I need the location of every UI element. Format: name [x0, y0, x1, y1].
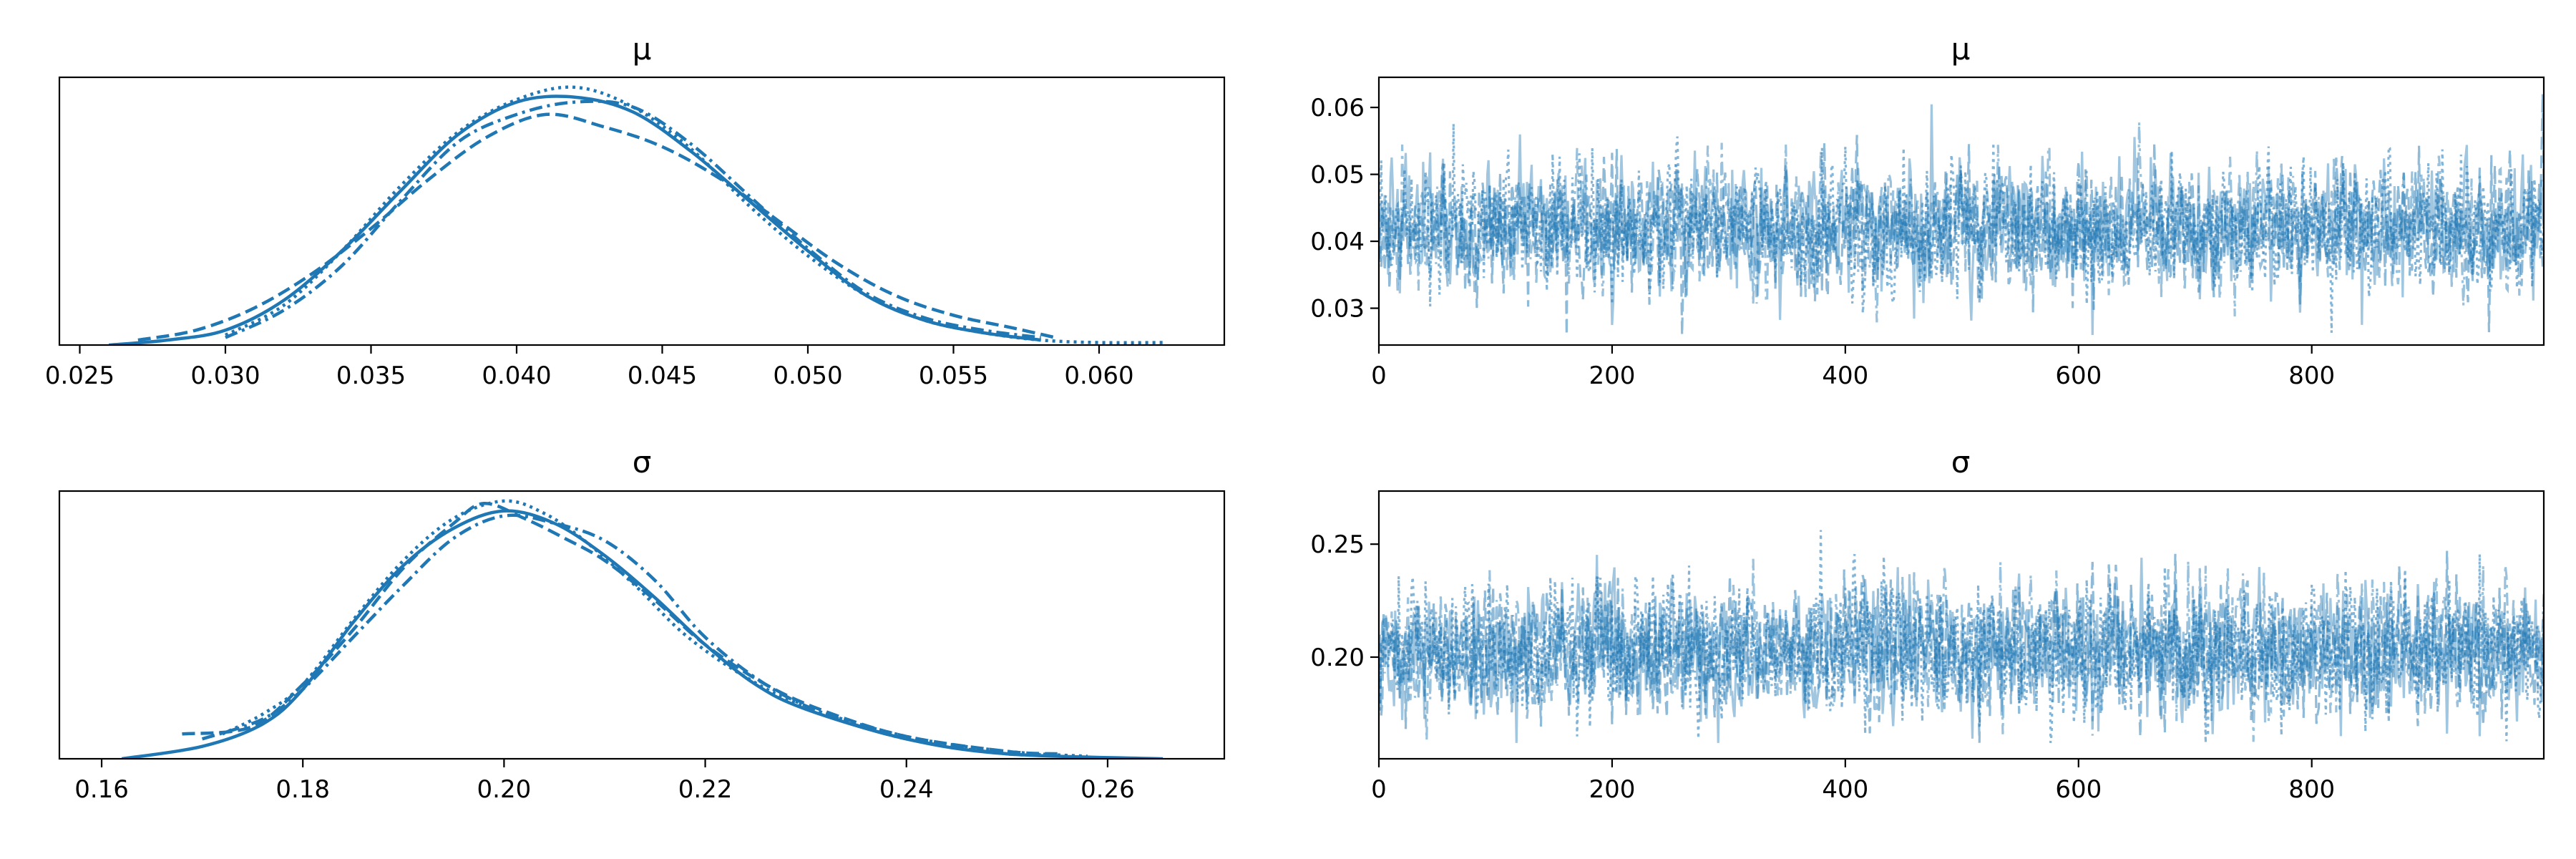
mu-density-series-dashed [137, 112, 1056, 342]
sigma-trace-x-tick-label: 200 [1589, 775, 1635, 804]
sigma-density-panel: σ 0.16 0.18 0.20 0.22 0.24 0.26 [58, 445, 1226, 804]
mu-density-x-tick-label: 0.050 [773, 361, 842, 390]
mu-density-series-dashdot [225, 100, 1041, 339]
mu-density-series-solid [109, 94, 1041, 345]
mu-trace-y-tick-label: 0.05 [1310, 161, 1365, 190]
sigma-trace-chain-dotted [1379, 530, 2544, 744]
sigma-density-x-tick-label: 0.26 [1080, 775, 1135, 804]
sigma-density-x-tick-label: 0.20 [477, 775, 532, 804]
mu-density-x-tick-label: 0.030 [190, 361, 260, 390]
sigma-trace-x-tick-label: 0 [1371, 775, 1387, 804]
mu-trace-chain-dashdot [1379, 122, 2544, 323]
sigma-density-series-dashdot [201, 513, 1058, 757]
mu-trace-chain-dotted [1379, 123, 2544, 333]
sigma-density-plot-area [121, 499, 1163, 759]
mu-density-x-tick-label: 0.055 [919, 361, 988, 390]
mu-trace-ticks: 0 200 400 600 800 0.03 0.04 0.05 0.06 [1310, 94, 2335, 390]
sigma-density-axes-frame [58, 490, 1226, 760]
mu-density-ticks: 0.025 0.030 0.035 0.040 0.045 0.050 0.055 0.060 [45, 345, 1134, 390]
sigma-density-ticks: 0.16 0.18 0.20 0.22 0.24 0.26 [74, 759, 1135, 804]
mu-trace-panel: μ 0 200 400 600 800 0.03 0.04 0.05 0.06 [1310, 31, 2545, 390]
sigma-density-title: σ [633, 445, 652, 480]
sigma-density-series-dashed [182, 502, 1058, 756]
sigma-trace-y-tick-label: 0.25 [1310, 530, 1365, 559]
sigma-density-x-tick-label: 0.22 [678, 775, 733, 804]
mu-density-x-tick-label: 0.045 [628, 361, 697, 390]
sigma-density-x-tick-label: 0.24 [879, 775, 934, 804]
mu-trace-x-tick-label: 0 [1371, 361, 1387, 390]
mu-trace-x-tick-label: 800 [2288, 361, 2335, 390]
mu-density-plot-area [109, 85, 1166, 345]
mu-trace-axes-frame [1377, 76, 2545, 346]
mu-trace-x-tick-label: 400 [1822, 361, 1868, 390]
mu-trace-title: μ [1951, 31, 1971, 67]
sigma-trace-panel: σ 0 200 400 600 800 0.20 0.25 [1310, 445, 2545, 804]
sigma-trace-axes-frame [1377, 490, 2545, 760]
mu-trace-y-tick-label: 0.03 [1310, 295, 1365, 324]
sigma-trace-ticks: 0 200 400 600 800 0.20 0.25 [1310, 530, 2335, 804]
mu-trace-y-tick-label: 0.04 [1310, 228, 1365, 256]
mu-density-panel: μ 0.025 0.030 0.035 0.040 0.045 0.050 0.055 0.0… [45, 31, 1226, 390]
mu-density-x-tick-label: 0.035 [336, 361, 406, 390]
mu-density-x-tick-label: 0.025 [45, 361, 114, 390]
sigma-trace-plot-area [1379, 530, 2544, 744]
mu-trace-x-tick-label: 200 [1589, 361, 1635, 390]
sigma-density-x-tick-label: 0.18 [275, 775, 330, 804]
sigma-density-x-tick-label: 0.16 [74, 775, 129, 804]
sigma-trace-title: σ [1951, 445, 1971, 480]
sigma-trace-chain-dashdot [1379, 558, 2544, 742]
sigma-trace-x-tick-label: 400 [1822, 775, 1868, 804]
mu-density-x-tick-label: 0.060 [1064, 361, 1133, 390]
mu-trace-x-tick-label: 600 [2055, 361, 2102, 390]
mu-density-title: μ [633, 31, 652, 67]
sigma-trace-x-tick-label: 600 [2055, 775, 2102, 804]
sigma-density-series-dotted [221, 499, 1088, 758]
mu-trace-plot-area [1379, 94, 2544, 336]
sigma-trace-y-tick-label: 0.20 [1310, 644, 1365, 672]
mu-trace-y-tick-label: 0.06 [1310, 94, 1365, 122]
sigma-trace-x-tick-label: 800 [2288, 775, 2335, 804]
mu-density-axes-frame [58, 76, 1226, 346]
mu-density-x-tick-label: 0.040 [482, 361, 551, 390]
